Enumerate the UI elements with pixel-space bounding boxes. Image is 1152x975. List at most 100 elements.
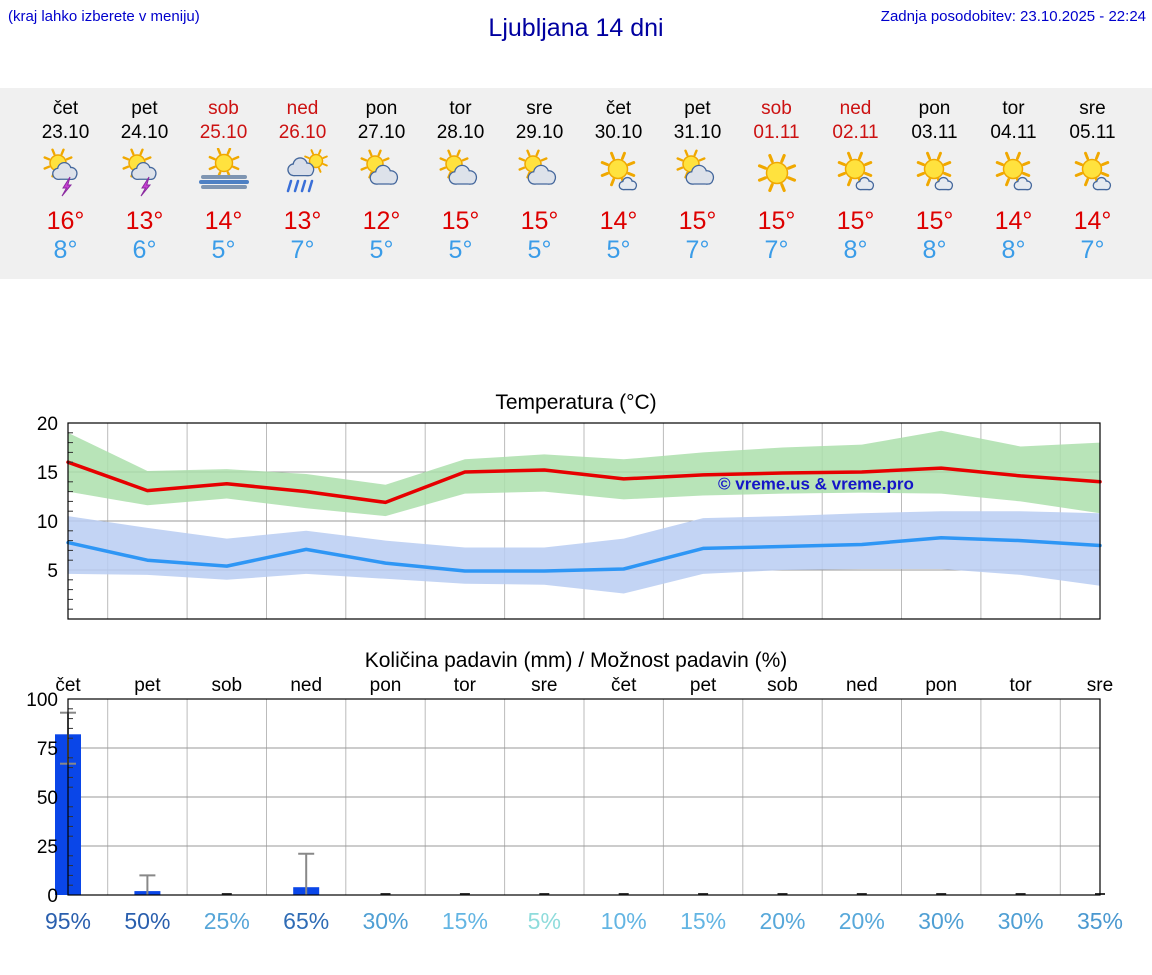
min-temp-line (66, 536, 1102, 573)
page-title: Ljubljana 14 dni (488, 14, 664, 42)
precip-bar-zero (539, 893, 550, 896)
day-axis-label: sob (767, 675, 798, 696)
max-temperature: 13° (125, 206, 164, 235)
day-axis-label: tor (454, 675, 477, 696)
forecast-day: pet 24.10 13° 6° (105, 98, 184, 263)
day-name: tor (1002, 98, 1025, 119)
max-temperature: 14° (599, 206, 638, 235)
precipitation-chart-section: Količina padavin (mm) / Možnost padavin … (0, 649, 1152, 935)
forecast-day: tor 04.11 14° 8° (974, 98, 1053, 263)
plot-border (67, 422, 1101, 620)
precip-bar-zero (1015, 893, 1026, 896)
day-name: ned (839, 98, 872, 119)
precip-probability: 30% (362, 908, 408, 934)
storm-icon (105, 148, 184, 200)
day-name: čet (605, 98, 632, 119)
min-temperature: 5° (448, 235, 473, 264)
min-temperature: 8° (922, 235, 947, 264)
day-date: 05.11 (1069, 121, 1116, 143)
precip-bar-zero (777, 893, 788, 896)
max-temperature: 15° (441, 206, 480, 235)
precip-bar-zero (459, 893, 470, 896)
precip-probability: 65% (283, 908, 329, 934)
forecast-day: sob 01.11 15° 7° (737, 98, 816, 263)
day-name: čet (52, 98, 79, 119)
menu-hint: (kraj lahko izberete v meniju) (8, 8, 200, 25)
day-axis-label: ned (846, 675, 878, 696)
day-date: 28.10 (436, 121, 485, 143)
day-axis-label: pon (925, 675, 957, 696)
max-temperature: 15° (915, 206, 954, 235)
day-name: pon (918, 98, 951, 119)
day-axis-label: pon (370, 675, 402, 696)
max-temperature: 15° (836, 206, 875, 235)
max-temperature: 13° (283, 206, 322, 235)
min-temperature: 8° (53, 235, 78, 264)
precip-probability: 95% (45, 908, 91, 934)
day-date: 02.11 (832, 121, 879, 143)
day-date: 24.10 (120, 121, 169, 143)
precip-probability: 5% (528, 908, 561, 934)
max-temperature: 15° (678, 206, 717, 235)
day-axis-label: sob (211, 675, 242, 696)
day-date: 26.10 (278, 121, 327, 143)
y-axis-label: 100 (26, 690, 58, 711)
fog-icon (184, 147, 263, 200)
temperature-chart: 5 10 15 20 © vreme.us & vreme.pro (37, 415, 1102, 620)
y-axis-label: 25 (37, 837, 58, 858)
day-name: sob (761, 98, 792, 119)
max-temperature: 12° (362, 206, 401, 235)
day-axis-label: sre (1087, 675, 1113, 696)
precip-error-whisker (298, 852, 315, 896)
min-temperature: 7° (685, 235, 710, 264)
day-axis-label: tor (1010, 675, 1033, 696)
day-axis-label: pet (690, 675, 717, 696)
sun-small-cloud-icon (816, 148, 895, 200)
day-date: 01.11 (753, 121, 800, 143)
sun-small-cloud-icon (579, 148, 658, 200)
precip-probability: 20% (759, 908, 805, 934)
forecast-day: čet 30.10 14° 5° (579, 98, 658, 263)
day-name: tor (449, 98, 472, 119)
y-axis-label: 50 (37, 788, 58, 809)
forecast-day: pon 03.11 15° 8° (895, 98, 974, 263)
min-temperature: 7° (1080, 235, 1105, 264)
min-temperature: 5° (369, 235, 394, 264)
min-temperature: 7° (290, 235, 315, 264)
forecast-day: sre 29.10 15° 5° (500, 98, 579, 263)
forecast-day: ned 26.10 13° 7° (263, 98, 342, 263)
y-axis-label: 20 (37, 415, 58, 435)
forecast-day: sob 25.10 14° 5° (184, 98, 263, 263)
temperature-chart-section: Temperatura (°C) 5 10 15 20 © vreme.us & vre… (0, 391, 1152, 627)
max-temperature: 14° (1073, 206, 1112, 235)
day-axis-label: pet (134, 675, 161, 696)
day-date: 27.10 (357, 121, 406, 143)
day-date: 25.10 (199, 121, 248, 143)
day-axis-label: čet (55, 675, 81, 696)
day-name: pet (131, 98, 158, 119)
storm-icon (26, 148, 105, 200)
precip-probability: 15% (680, 908, 726, 934)
day-name: pet (684, 98, 711, 119)
min-temperature: 5° (606, 235, 631, 264)
day-date: 03.11 (911, 121, 958, 143)
min-temperature: 5° (211, 235, 236, 264)
min-temperature: 8° (1001, 235, 1026, 264)
precip-probability: 25% (204, 908, 250, 934)
y-axis-label: 5 (47, 561, 58, 582)
forecast-day: ned 02.11 15° 8° (816, 98, 895, 263)
day-axis-label: ned (290, 675, 322, 696)
max-temperature: 14° (994, 206, 1033, 235)
precip-probability: 35% (1077, 908, 1123, 934)
day-name: sre (526, 98, 553, 119)
day-axis-label: čet (611, 675, 637, 696)
precipitation-chart-title: Količina padavin (mm) / Možnost padavin … (364, 649, 788, 673)
min-temperature: 6° (132, 235, 157, 264)
watermark-link[interactable]: © vreme.us & vreme.pro (718, 475, 914, 494)
precip-error-whisker (139, 874, 156, 896)
forecast-day: čet 23.10 16° 8° (26, 98, 105, 263)
y-axis-label: 75 (37, 739, 58, 760)
precip-bar-zero (856, 893, 867, 896)
day-date: 30.10 (594, 121, 643, 143)
precip-probability: 20% (839, 908, 885, 934)
